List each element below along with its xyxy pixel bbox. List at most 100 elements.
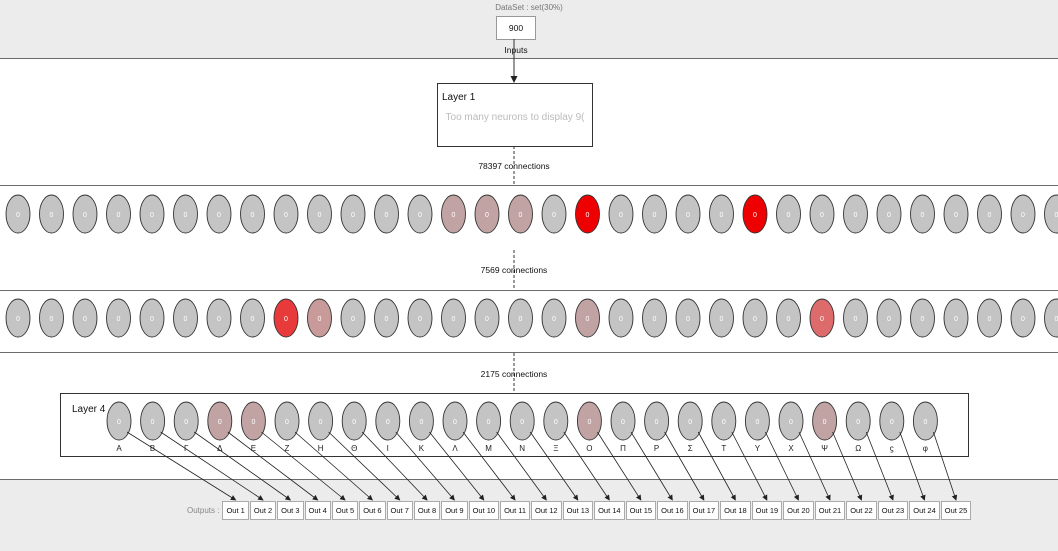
output-box[interactable]: Out 10 [468, 501, 500, 520]
layer3-neuron[interactable]: 0 [374, 298, 399, 338]
layer4-neuron[interactable]: 0 [543, 401, 569, 441]
layer3-neuron[interactable]: 0 [709, 298, 734, 338]
layer4-neuron[interactable]: 0 [341, 401, 367, 441]
layer3-neuron[interactable]: 0 [106, 298, 131, 338]
layer2-neuron[interactable]: 0 [608, 194, 634, 234]
layer2-neuron[interactable]: 0 [340, 194, 366, 234]
layer3-neuron[interactable]: 0 [72, 298, 98, 338]
layer3-neuron[interactable]: 0 [508, 298, 533, 338]
layer2-neuron[interactable]: 0 [977, 194, 1002, 234]
output-box[interactable]: Out 16 [657, 501, 688, 520]
layer2-neuron[interactable]: 0 [642, 194, 667, 234]
layer3-neuron[interactable]: 0 [240, 298, 265, 338]
layer3-neuron[interactable]: 0 [541, 298, 567, 338]
layer2-neuron[interactable]: 0 [106, 194, 131, 234]
layer2-neuron[interactable]: 0 [173, 194, 198, 234]
layer3-neuron[interactable]: 0 [340, 298, 366, 338]
output-box[interactable]: Out 18 [720, 501, 751, 520]
output-box[interactable]: Out 21 [814, 501, 846, 520]
layer4-neuron[interactable]: 0 [140, 401, 166, 441]
output-box[interactable]: Out 11 [500, 501, 531, 520]
layer4-neuron[interactable]: 0 [308, 401, 334, 441]
layer2-neuron[interactable]: 0 [709, 194, 734, 234]
output-box[interactable]: Out 24 [909, 501, 940, 520]
layer4-neuron[interactable]: 0 [106, 401, 132, 441]
layer3-neuron[interactable]: 0 [206, 298, 232, 338]
layer2-neuron[interactable]: 0 [675, 194, 701, 234]
layer3-neuron[interactable]: 0 [1010, 298, 1036, 338]
layer4-neuron[interactable]: 0 [744, 401, 770, 441]
layer4-neuron[interactable]: 0 [476, 401, 502, 441]
layer4-neuron[interactable]: 0 [677, 401, 703, 441]
output-box[interactable]: Out 17 [688, 501, 720, 520]
output-box[interactable]: Out 14 [594, 501, 625, 520]
output-box[interactable]: Out 9 [441, 501, 468, 520]
layer4-neuron[interactable]: 0 [408, 401, 434, 441]
layer3-neuron[interactable]: 0 [943, 298, 969, 338]
layer3-neuron[interactable]: 0 [776, 298, 801, 338]
layer2-neuron[interactable]: 0 [742, 194, 768, 234]
layer4-neuron[interactable]: 0 [442, 401, 468, 441]
layer2-neuron[interactable]: 0 [943, 194, 969, 234]
output-box[interactable]: Out 12 [531, 501, 562, 520]
layer2-neuron[interactable]: 0 [1044, 194, 1058, 234]
layer4-neuron[interactable]: 0 [610, 401, 636, 441]
layer2-neuron[interactable]: 0 [5, 194, 31, 234]
layer2-neuron[interactable]: 0 [240, 194, 265, 234]
layer1-box[interactable]: Layer 1 Too many neurons to display 9( [437, 83, 593, 147]
layer4-neuron[interactable]: 0 [812, 401, 838, 441]
layer3-neuron[interactable]: 0 [273, 298, 299, 338]
layer3-neuron[interactable]: 0 [809, 298, 835, 338]
layer4-neuron[interactable]: 0 [274, 401, 300, 441]
layer2-neuron[interactable]: 0 [206, 194, 232, 234]
layer4-neuron[interactable]: 0 [576, 401, 602, 441]
layer2-neuron[interactable]: 0 [407, 194, 433, 234]
layer3-neuron[interactable]: 0 [1044, 298, 1058, 338]
layer4-neuron[interactable]: 0 [173, 401, 199, 441]
layer3-neuron[interactable]: 0 [642, 298, 667, 338]
layer2-neuron[interactable]: 0 [1010, 194, 1036, 234]
output-box[interactable]: Out 22 [846, 501, 877, 520]
layer3-neuron[interactable]: 0 [977, 298, 1002, 338]
layer3-neuron[interactable]: 0 [5, 298, 31, 338]
layer3-neuron[interactable]: 0 [441, 298, 466, 338]
layer2-neuron[interactable]: 0 [374, 194, 399, 234]
output-box[interactable]: Out 1 [222, 501, 249, 520]
output-box[interactable]: Out 19 [751, 501, 783, 520]
layer3-neuron[interactable]: 0 [876, 298, 902, 338]
output-box[interactable]: Out 4 [304, 501, 331, 520]
output-box[interactable]: Out 25 [940, 501, 972, 520]
layer4-neuron[interactable]: 0 [644, 401, 670, 441]
layer2-neuron[interactable]: 0 [809, 194, 835, 234]
layer3-neuron[interactable]: 0 [843, 298, 868, 338]
layer3-neuron[interactable]: 0 [910, 298, 935, 338]
layer2-neuron[interactable]: 0 [273, 194, 299, 234]
output-box[interactable]: Out 8 [413, 501, 441, 520]
layer4-neuron[interactable]: 0 [845, 401, 871, 441]
layer4-neuron[interactable]: 0 [509, 401, 535, 441]
layer3-neuron[interactable]: 0 [39, 298, 64, 338]
layer3-neuron[interactable]: 0 [608, 298, 634, 338]
layer2-neuron[interactable]: 0 [910, 194, 935, 234]
layer3-neuron[interactable]: 0 [474, 298, 500, 338]
output-box[interactable]: Out 15 [625, 501, 657, 520]
layer4-neuron[interactable]: 0 [711, 401, 737, 441]
layer2-neuron[interactable]: 0 [776, 194, 801, 234]
layer4-neuron[interactable]: 0 [240, 401, 266, 441]
layer3-neuron[interactable]: 0 [407, 298, 433, 338]
layer4-neuron[interactable]: 0 [912, 401, 938, 441]
layer3-neuron[interactable]: 0 [675, 298, 701, 338]
inputs-button[interactable]: 900 Inputs [496, 16, 536, 55]
layer2-neuron[interactable]: 0 [876, 194, 902, 234]
layer3-neuron[interactable]: 0 [742, 298, 768, 338]
layer2-neuron[interactable]: 0 [843, 194, 868, 234]
output-box[interactable]: Out 2 [249, 501, 277, 520]
layer3-neuron[interactable]: 0 [139, 298, 165, 338]
layer2-neuron[interactable]: 0 [541, 194, 567, 234]
layer3-neuron[interactable]: 0 [575, 298, 600, 338]
layer4-neuron[interactable]: 0 [879, 401, 905, 441]
layer2-neuron[interactable]: 0 [39, 194, 64, 234]
layer2-neuron[interactable]: 0 [575, 194, 600, 234]
output-box[interactable]: Out 13 [562, 501, 594, 520]
layer4-neuron[interactable]: 0 [778, 401, 804, 441]
